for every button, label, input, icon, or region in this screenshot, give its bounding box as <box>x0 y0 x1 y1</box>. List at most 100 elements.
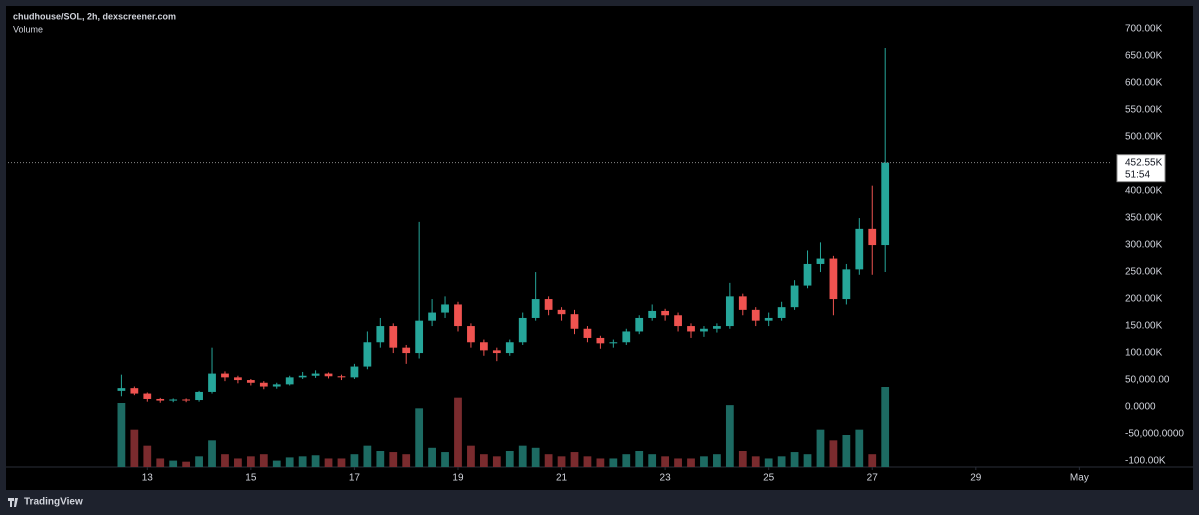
candle-body <box>518 317 527 343</box>
candle-body <box>855 228 864 270</box>
y-tick-label: 350.00K <box>1125 213 1163 224</box>
volume-bar <box>803 454 812 467</box>
chart-title: chudhouse/SOL, 2h, dexscreener.com <box>13 11 176 21</box>
volume-bar <box>415 408 424 467</box>
y-tick-label: 300.00K <box>1125 240 1163 251</box>
candle-body <box>130 388 139 394</box>
candle-body <box>583 328 592 338</box>
candle-body <box>596 337 605 344</box>
volume-bar <box>764 458 773 467</box>
volume-bar <box>298 456 307 467</box>
volume-bar <box>713 454 721 467</box>
candle-body <box>738 296 747 310</box>
volume-bar <box>648 454 657 467</box>
candle-body <box>324 373 333 377</box>
candle-body <box>570 314 579 329</box>
volume-bar <box>687 458 695 467</box>
candle-body <box>505 342 514 354</box>
volume-bar <box>881 387 890 467</box>
candle-body <box>259 382 268 387</box>
volume-bar <box>518 445 527 467</box>
volume-bar <box>868 454 877 467</box>
volume-bar <box>505 451 514 467</box>
volume-bar <box>156 458 165 467</box>
candle-body <box>117 388 126 391</box>
candle-body <box>674 315 682 327</box>
candle-body <box>700 328 708 332</box>
volume-bar <box>738 451 747 467</box>
volume-bar <box>725 405 734 467</box>
x-tick-label: May <box>1070 473 1089 484</box>
x-tick-label: 23 <box>660 473 672 484</box>
branding[interactable]: TradingView <box>24 497 83 508</box>
volume-bar <box>324 458 333 467</box>
branding-logo <box>8 498 18 507</box>
volume-bar <box>221 454 229 467</box>
candle-body <box>298 375 307 378</box>
candle-body <box>221 373 229 378</box>
volume-bar <box>350 454 359 467</box>
volume-bar <box>130 429 139 467</box>
candle-body <box>713 326 721 329</box>
candle-body <box>195 391 203 401</box>
volume-bar <box>402 454 411 467</box>
y-tick-label: 500.00K <box>1125 132 1163 143</box>
volume-bar <box>169 460 178 467</box>
last-price-label: 452.55K <box>1125 157 1163 168</box>
volume-bar <box>842 435 851 467</box>
volume-bar <box>661 456 670 467</box>
volume-bar <box>751 456 760 467</box>
candle-body <box>868 228 877 246</box>
candle-body <box>402 347 411 354</box>
volume-bar <box>285 457 294 467</box>
y-tick-label: 0.0000 <box>1125 402 1156 413</box>
volume-bar <box>531 447 540 467</box>
chart-background <box>6 6 1193 490</box>
volume-bar <box>259 454 268 467</box>
countdown-label: 51:54 <box>1125 169 1150 180</box>
volume-bar <box>182 461 191 467</box>
candle-body <box>246 380 255 383</box>
volume-bar <box>389 452 398 467</box>
volume-bar <box>272 460 281 467</box>
x-tick-label: 17 <box>349 473 361 484</box>
candle-body <box>531 299 540 318</box>
volume-bar <box>816 429 825 467</box>
candle-body <box>881 162 890 246</box>
volume-bar <box>428 447 436 467</box>
candle-body <box>557 309 566 315</box>
candle-body <box>208 373 216 392</box>
candle-body <box>169 399 178 401</box>
y-tick-label: 700.00K <box>1125 24 1163 35</box>
candle-body <box>609 342 618 344</box>
volume-legend: Volume <box>13 24 43 34</box>
candle-body <box>311 373 320 376</box>
volume-bar <box>777 456 786 467</box>
volume-bar <box>234 458 242 467</box>
volume-bar <box>117 403 126 467</box>
candle-body <box>622 331 631 343</box>
candle-body <box>803 263 812 286</box>
volume-bar <box>441 452 449 467</box>
candle-body <box>661 310 670 316</box>
x-tick-label: 29 <box>970 473 982 484</box>
candle-body <box>492 350 501 354</box>
x-tick-label: 13 <box>142 473 154 484</box>
y-tick-label: 250.00K <box>1125 267 1163 278</box>
volume-bar <box>700 456 708 467</box>
x-tick-label: 25 <box>763 473 775 484</box>
volume-bar <box>454 397 462 467</box>
candle-body <box>182 399 191 401</box>
candle-body <box>648 310 657 318</box>
candle-body <box>363 342 372 367</box>
x-tick-label: 21 <box>556 473 568 484</box>
volume-bar <box>195 456 203 467</box>
volume-bar <box>208 440 216 467</box>
volume-bar <box>829 440 838 467</box>
candle-body <box>790 285 799 308</box>
y-tick-label: 50,000.00 <box>1125 375 1170 386</box>
candle-body <box>467 326 475 343</box>
y-tick-label: -50,000.0000 <box>1125 429 1184 440</box>
